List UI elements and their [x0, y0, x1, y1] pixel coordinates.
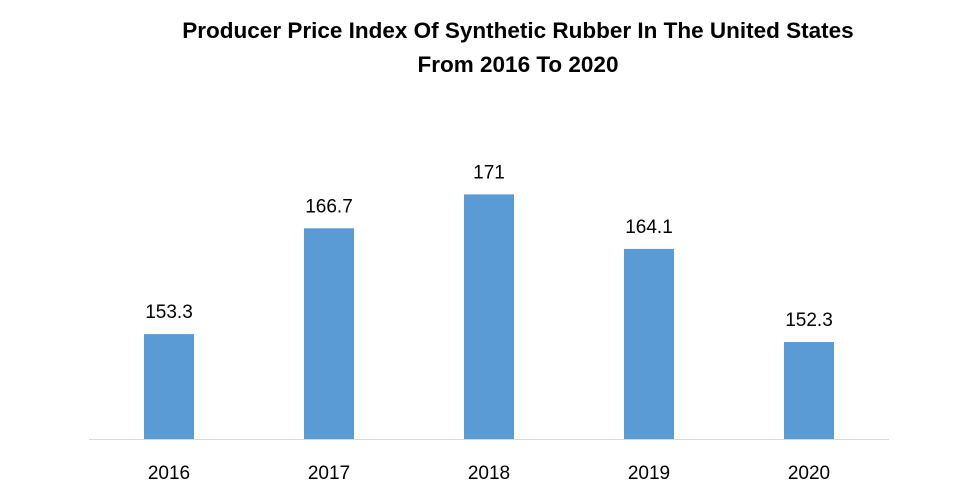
- x-tick-label-2017: 2017: [308, 463, 350, 484]
- bar-2017: [304, 228, 354, 439]
- x-tick-label-2016: 2016: [148, 463, 190, 484]
- data-label-2018: 171: [473, 162, 505, 183]
- x-tick-label-2019: 2019: [628, 463, 670, 484]
- value-labels-group: 153.3 166.7 171 164.1 152.3: [145, 162, 833, 331]
- x-tick-label-2020: 2020: [788, 463, 830, 484]
- data-label-2020: 152.3: [785, 310, 833, 331]
- bar-2019: [624, 248, 674, 439]
- x-tick-label-2018: 2018: [468, 463, 510, 484]
- chart-title: Producer Price Index Of Synthetic Rubber…: [0, 14, 954, 82]
- data-label-2019: 164.1: [625, 217, 673, 238]
- bar-2020: [784, 342, 834, 439]
- chart-title-line-2: From 2016 To 2020: [417, 52, 619, 77]
- bars-group: [144, 194, 834, 439]
- chart-title-line-1: Producer Price Index Of Synthetic Rubber…: [182, 18, 854, 43]
- x-tick-labels-group: 2016 2017 2018 2019 2020: [148, 463, 830, 484]
- bar-2018: [464, 194, 514, 439]
- data-label-2016: 153.3: [145, 302, 193, 323]
- bar-2016: [144, 334, 194, 439]
- data-label-2017: 166.7: [305, 196, 353, 217]
